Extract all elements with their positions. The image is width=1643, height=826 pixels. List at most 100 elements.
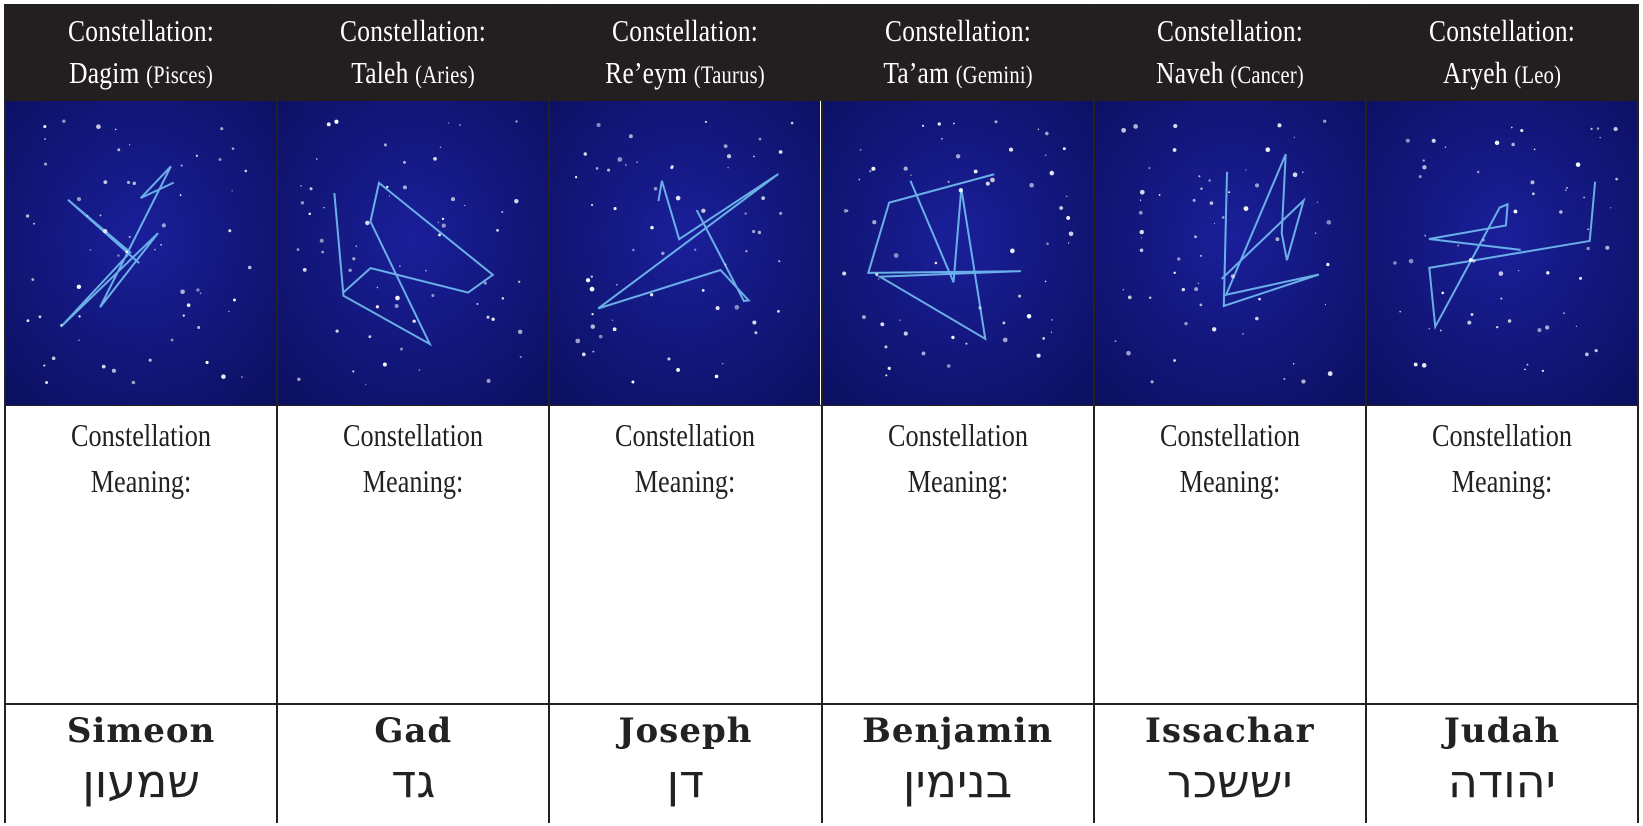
tribe-name: Issachar [1144,711,1315,751]
star [590,286,595,292]
star [247,265,252,270]
column: Constellation: Naveh (Cancer) Constellatio… [1092,5,1365,823]
star [1470,313,1474,316]
star [843,208,848,213]
star [1605,245,1610,250]
constellation-english: (Pisces) [146,61,214,89]
star [761,196,766,201]
star [403,160,407,164]
star [111,368,116,373]
star [1421,363,1427,368]
star [650,293,654,297]
star [1587,228,1589,230]
star [1275,237,1279,242]
star [1114,340,1117,343]
column: Constellation: Dagim (Pisces) Constellatio… [4,5,277,823]
constellation-outline [866,173,1021,341]
star [352,257,356,261]
star [1208,179,1211,182]
star [1599,136,1601,139]
star [244,169,248,173]
star [1292,362,1295,365]
star [483,281,488,285]
star [180,164,183,167]
star [973,169,978,174]
star [220,127,224,131]
star [868,169,871,173]
star [459,124,462,126]
star [117,254,120,257]
star [715,306,720,311]
star [1209,201,1213,205]
star [724,144,728,149]
star [1068,231,1073,237]
star [745,250,748,253]
star [861,315,866,320]
star [365,383,367,386]
meaning-box: Constellation Meaning: [6,405,277,705]
star [1594,348,1598,353]
star [348,268,353,273]
star [676,195,681,201]
star [950,335,955,340]
star [1244,169,1247,171]
star [335,329,339,333]
star [898,319,901,321]
star [1562,312,1565,315]
star [101,364,106,369]
star [575,176,578,179]
star [228,310,230,313]
star [779,150,783,154]
star [45,381,48,384]
star [654,187,658,191]
star [791,121,794,125]
star [1575,325,1577,328]
star [1283,377,1285,380]
star [1327,371,1333,377]
star [1520,128,1524,133]
columns: Constellation: Dagim (Pisces) Constellatio… [4,4,1640,823]
star [1050,318,1053,321]
night-sky [6,101,276,405]
meaning-box: Constellation Meaning: [1094,405,1365,705]
star [132,181,136,186]
star [25,214,30,218]
star [1044,154,1046,156]
night-sky [822,101,1093,405]
star [153,248,156,251]
star [1408,258,1414,264]
star [1184,321,1188,326]
star [879,322,884,327]
star [1008,147,1013,152]
star [1476,170,1480,174]
star [921,124,924,127]
star [231,190,233,192]
star [1418,175,1422,179]
constellation-name: Taleh [351,54,409,90]
star [1498,271,1504,276]
star [758,137,762,141]
star [1596,127,1600,130]
star [1526,363,1529,366]
star [1265,147,1270,153]
star [1583,196,1585,199]
star [1037,128,1039,130]
star [636,161,639,164]
star [384,143,388,147]
star [221,374,226,379]
star [1193,287,1198,292]
constellation-image [550,101,821,405]
star [903,331,908,336]
star [940,137,943,140]
star [1513,209,1518,214]
constellation-outline [597,173,780,310]
constellation-title: Taleh (Aries) [302,52,524,97]
star [1405,138,1410,143]
star [448,122,450,124]
constellation-title: Re’eym (Taurus) [575,52,797,97]
meaning-label: Constellation Meaning: [71,417,212,499]
star [300,184,303,187]
star [99,214,102,217]
star [877,278,880,280]
star [1439,329,1442,332]
